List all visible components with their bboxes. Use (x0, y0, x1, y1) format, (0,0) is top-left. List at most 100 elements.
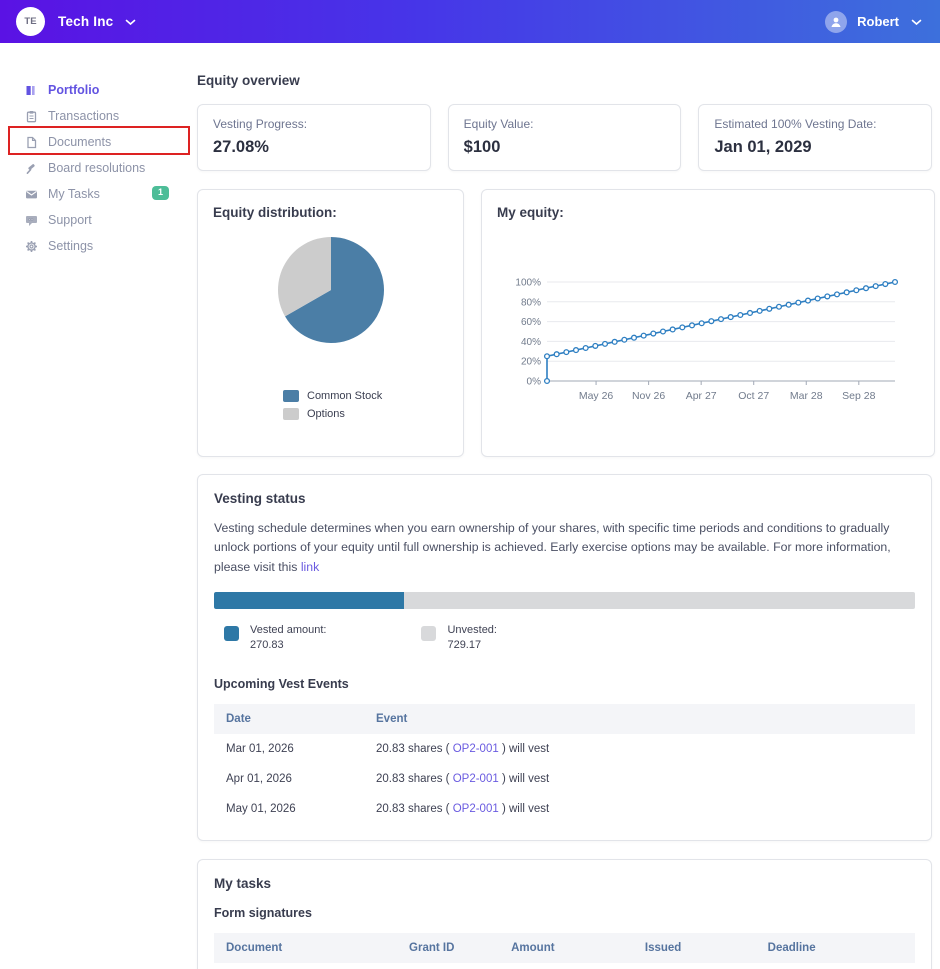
view-link[interactable]: View (865, 963, 915, 969)
event-date: Mar 01, 2026 (226, 743, 294, 756)
event-text: ) will vest (498, 773, 550, 786)
form-signatures-table: Document Grant ID Amount Issued Deadline… (214, 933, 915, 969)
sidebar-item-label: Documents (48, 135, 112, 149)
stat-value: 27.08% (213, 138, 269, 156)
upcoming-vest-events-title: Upcoming Vest Events (214, 677, 349, 692)
table-header-row: Date Event (214, 704, 915, 735)
legend-label: Vested amount: (250, 624, 327, 637)
line-chart-title: My equity: (497, 205, 564, 220)
vesting-status-card: Vesting status Vesting schedule determin… (197, 474, 932, 842)
sidebar-item-portfolio[interactable]: Portfolio (0, 77, 197, 103)
legend-swatch (421, 626, 437, 642)
task-document: Certificate (214, 963, 397, 969)
line-chart: 0% 20% 40% 60% 80% 100% May 26 Nov 26 Apr 27 Oct … (515, 278, 899, 402)
vesting-legend: Vested amount: 270.83 Unvested: 729.17 (214, 624, 915, 651)
pie-chart (277, 237, 384, 343)
sidebar-item-board-resolutions[interactable]: Board resolutions (0, 155, 197, 181)
svg-text:100%: 100% (515, 278, 541, 289)
vesting-progress-fill (214, 592, 404, 610)
svg-text:40%: 40% (521, 337, 541, 348)
legend-item-common-stock: Common Stock (283, 390, 448, 402)
stat-card-equity-value: Equity Value: $100 (447, 104, 682, 171)
pie-slice-options (277, 237, 331, 317)
task-amount: 1,000.00 (499, 963, 633, 969)
stat-value: Jan 01, 2029 (714, 138, 812, 156)
more-info-link[interactable]: link (300, 559, 320, 574)
legend-swatch (283, 390, 299, 402)
gear-icon (24, 239, 38, 253)
stat-label: Estimated 100% Vesting Date: (714, 117, 877, 131)
user-avatar-icon (825, 10, 848, 33)
vesting-status-title: Vesting status (214, 491, 306, 506)
sidebar-item-label: My Tasks (48, 187, 100, 201)
legend-label: Unvested: (447, 624, 497, 637)
svg-text:80%: 80% (521, 297, 541, 308)
event-date: May 01, 2026 (226, 803, 296, 816)
company-switcher[interactable]: TE Tech Inc (16, 7, 136, 36)
sidebar: Portfolio Transactions Documents Board (0, 43, 197, 969)
sidebar-item-label: Board resolutions (48, 161, 146, 175)
column-header-event: Event (364, 704, 915, 735)
company-avatar: TE (16, 7, 45, 36)
charts-row: Equity distribution: Common Stock Option… (197, 189, 935, 457)
form-signatures-title: Form signatures (214, 906, 312, 921)
stat-card-vesting-date: Estimated 100% Vesting Date: Jan 01, 202… (698, 104, 933, 171)
upcoming-vest-events-table: Date Event Mar 01, 2026 20.83 shares ( O… (214, 704, 915, 824)
my-tasks-card: My tasks Form signatures Document Grant … (197, 859, 932, 969)
task-issued: Feb 11, 2026 (633, 963, 756, 969)
event-text: 20.83 shares ( (376, 803, 453, 816)
equity-distribution-card: Equity distribution: Common Stock Option… (197, 189, 464, 457)
grant-link[interactable]: OP2-001 (452, 803, 499, 816)
stat-label: Equity Value: (463, 117, 534, 131)
event-text: ) will vest (498, 743, 550, 756)
event-description: 20.83 shares ( OP2-001 ) will vest (364, 794, 915, 824)
portfolio-icon (24, 83, 38, 97)
legend-item-vested: Vested amount: 270.83 (224, 624, 326, 651)
page-title: Equity overview (197, 73, 300, 88)
chevron-down-icon[interactable] (125, 13, 136, 31)
svg-text:Apr 27: Apr 27 (686, 390, 717, 402)
column-header-document: Document (214, 933, 398, 964)
pie-legend: Common Stock Options (283, 390, 448, 420)
sidebar-item-label: Portfolio (48, 83, 100, 97)
stat-value: $100 (463, 138, 501, 156)
table-row: May 01, 2026 20.83 shares ( OP2-001 ) wi… (214, 794, 915, 824)
sidebar-item-my-tasks[interactable]: My Tasks 1 (0, 181, 197, 207)
my-equity-card: My equity: 0% 20% 40% 60% 80% 100% May 26 Nov 2… (481, 189, 935, 457)
svg-text:Nov 26: Nov 26 (632, 390, 665, 402)
sidebar-item-transactions[interactable]: Transactions (0, 103, 197, 129)
sidebar-item-label: Transactions (48, 109, 120, 123)
sidebar-item-documents[interactable]: Documents (0, 126, 197, 155)
task-grant-id: SA-007 (397, 963, 499, 969)
svg-text:Oct 27: Oct 27 (738, 390, 769, 402)
column-header-issued: Issued (632, 933, 756, 964)
legend-value: 729.17 (447, 639, 482, 652)
sidebar-item-label: Support (48, 213, 92, 227)
legend-item-unvested: Unvested: 729.17 (421, 624, 497, 651)
table-row: Apr 01, 2026 20.83 shares ( OP2-001 ) wi… (214, 764, 915, 794)
event-text: ) will vest (498, 803, 550, 816)
svg-text:May 26: May 26 (579, 390, 614, 402)
user-menu[interactable]: Robert (825, 10, 922, 33)
sidebar-item-settings[interactable]: Settings (0, 233, 197, 259)
gavel-icon (24, 161, 38, 175)
column-header-amount: Amount (499, 933, 633, 964)
legend-label: Common Stock (307, 390, 383, 402)
my-tasks-title: My tasks (214, 876, 272, 892)
legend-item-options: Options (283, 408, 448, 420)
pie-slice-common-stock (284, 237, 384, 343)
table-row: Certificate SA-007 1,000.00 Feb 11, 2026… (214, 963, 915, 969)
company-name: Tech Inc (58, 14, 114, 29)
support-chat-icon (24, 213, 38, 227)
sidebar-item-label: Settings (48, 239, 94, 253)
pie-chart-title: Equity distribution: (213, 205, 337, 220)
user-name: Robert (857, 14, 899, 29)
topbar: TE Tech Inc Robert (0, 0, 940, 43)
task-deadline: N/A (756, 963, 865, 969)
chevron-down-icon[interactable] (911, 13, 922, 31)
svg-text:0%: 0% (527, 377, 542, 388)
grant-link[interactable]: OP2-001 (452, 773, 499, 786)
sidebar-item-support[interactable]: Support (0, 207, 197, 233)
grant-link[interactable]: OP2-001 (452, 743, 499, 756)
